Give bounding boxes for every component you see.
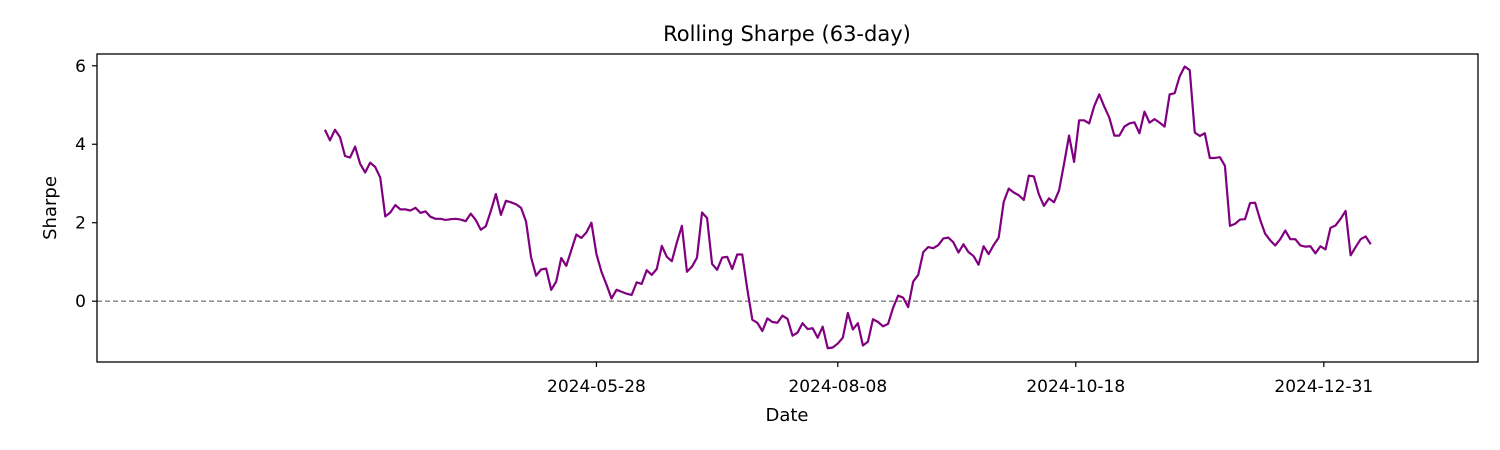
x-axis: 2024-05-28 2024-08-08 2024-10-18 2024-12-31 (547, 362, 1373, 397)
x-tick-label: 2024-05-28 (547, 377, 646, 397)
series-line (323, 65, 1372, 350)
y-tick-label: 2 (75, 214, 86, 234)
y-tick-label: 0 (75, 292, 86, 312)
y-tick-label: 6 (75, 57, 86, 77)
x-tick-label: 2024-10-18 (1026, 377, 1125, 397)
x-tick-label: 2024-08-08 (788, 377, 887, 397)
y-axis: 0 2 4 6 (75, 57, 97, 312)
plot-area (97, 65, 1478, 350)
y-tick-label: 4 (75, 135, 86, 155)
x-tick-label: 2024-12-31 (1274, 377, 1373, 397)
y-axis-label: Sharpe (40, 176, 61, 240)
x-axis-label: Date (765, 405, 808, 426)
plot-frame (96, 53, 1479, 363)
chart-title: Rolling Sharpe (63-day) (663, 22, 911, 46)
